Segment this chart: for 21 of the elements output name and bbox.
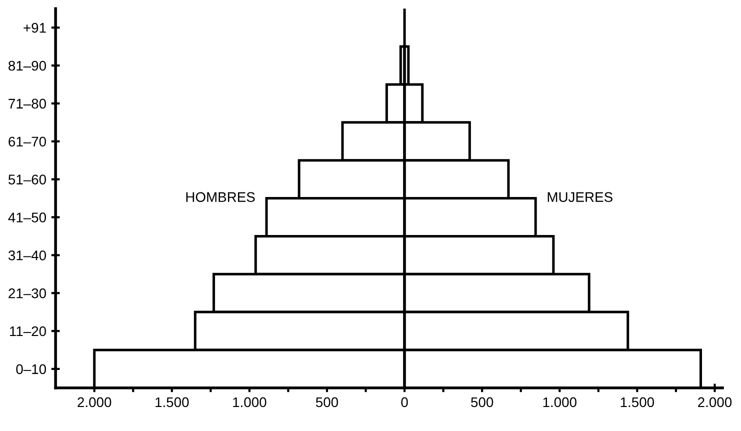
x-tick-label: 0 <box>401 397 408 408</box>
y-tick-label: 51–60 <box>8 174 46 184</box>
x-tick-label: 1.000 <box>543 397 576 408</box>
x-tick-label: 500 <box>471 397 494 408</box>
y-tick-label: 41–50 <box>8 212 46 222</box>
series-label: MUJERES <box>548 192 612 202</box>
y-tick-label: 11–20 <box>10 326 46 336</box>
x-tick-label: 1.000 <box>233 397 266 408</box>
x-tick-label: 1.500 <box>620 397 654 408</box>
y-tick-label: 21–30 <box>8 288 46 298</box>
x-tick-label: 500 <box>316 397 338 408</box>
y-tick-label: 81–90 <box>8 60 46 71</box>
y-tick-label: 61–70 <box>8 136 46 147</box>
x-tick-label: 1.500 <box>156 397 189 408</box>
y-tick-label: +91 <box>24 22 46 33</box>
y-tick-label: 31–40 <box>8 250 46 260</box>
x-tick-label: 2.000 <box>698 397 732 408</box>
y-tick-label: 71–80 <box>8 98 46 109</box>
y-tick-label: 0–10 <box>16 364 46 374</box>
series-label: HOMBRES <box>186 192 255 202</box>
x-tick-label: 2.000 <box>78 397 112 408</box>
